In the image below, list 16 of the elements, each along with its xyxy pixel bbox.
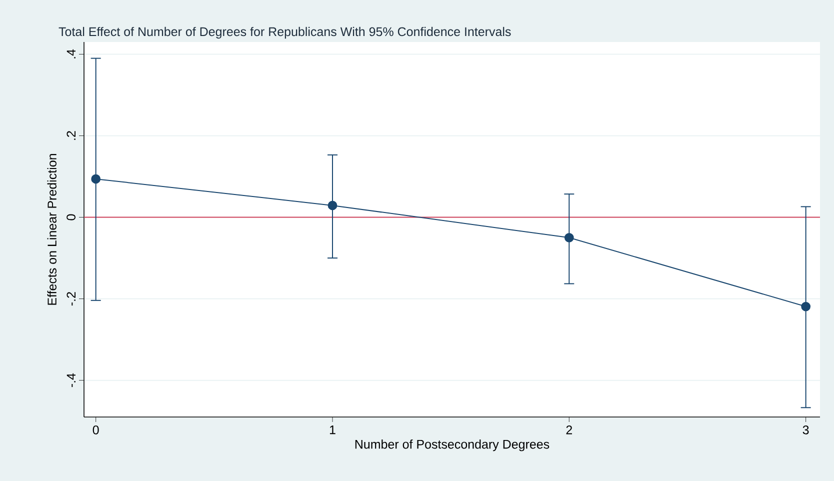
x-tick-label: 1 xyxy=(330,426,336,434)
x-tick-label: 3 xyxy=(802,426,809,434)
point xyxy=(91,174,101,184)
y-tick-label: 0 xyxy=(66,214,76,220)
point xyxy=(328,200,338,210)
point xyxy=(801,302,811,312)
x-tick-label: 2 xyxy=(566,426,572,434)
y-tick-label: .4 xyxy=(66,49,76,58)
point xyxy=(564,232,574,242)
x-tick-label: 0 xyxy=(92,426,99,434)
y-tick-label: -.4 xyxy=(66,373,76,388)
chart-title: Total Effect of Number of Degrees for Republicans With 95% Confidence Intervals xyxy=(58,26,511,39)
y-tick-label: -.2 xyxy=(66,292,76,306)
y-axis-title: Effects on Linear Prediction xyxy=(47,154,56,305)
x-axis-title: Number of Postsecondary Degrees xyxy=(355,440,550,452)
y-tick-label: .2 xyxy=(66,131,76,140)
